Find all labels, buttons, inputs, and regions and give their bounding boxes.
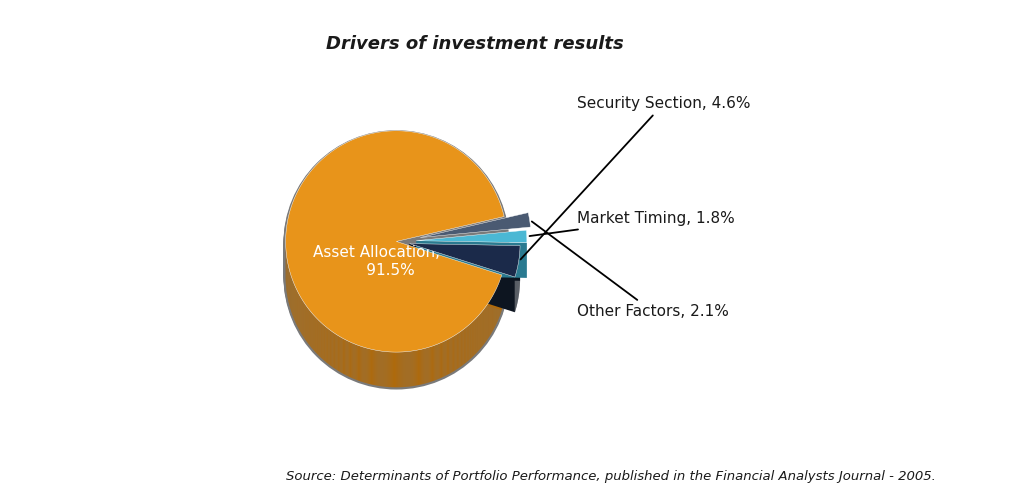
Ellipse shape bbox=[284, 162, 509, 388]
Polygon shape bbox=[396, 241, 502, 310]
Ellipse shape bbox=[284, 143, 509, 369]
Ellipse shape bbox=[284, 138, 509, 364]
Ellipse shape bbox=[284, 152, 509, 378]
Ellipse shape bbox=[284, 164, 509, 389]
Ellipse shape bbox=[284, 132, 509, 358]
Text: Source: Determinants of Portfolio Performance, published in the Financial Analys: Source: Determinants of Portfolio Perfor… bbox=[286, 470, 936, 483]
Ellipse shape bbox=[284, 130, 509, 356]
Ellipse shape bbox=[284, 144, 509, 370]
Polygon shape bbox=[410, 243, 520, 281]
Ellipse shape bbox=[284, 141, 509, 367]
Ellipse shape bbox=[284, 160, 509, 386]
Ellipse shape bbox=[284, 133, 509, 359]
Polygon shape bbox=[416, 240, 527, 278]
Polygon shape bbox=[410, 243, 520, 277]
Polygon shape bbox=[286, 131, 504, 352]
Ellipse shape bbox=[284, 156, 509, 381]
Text: Asset Allocation,
      91.5%: Asset Allocation, 91.5% bbox=[312, 245, 439, 278]
Ellipse shape bbox=[284, 135, 509, 361]
Ellipse shape bbox=[285, 165, 508, 388]
Polygon shape bbox=[410, 243, 515, 312]
Polygon shape bbox=[420, 213, 530, 237]
Text: Other Factors, 2.1%: Other Factors, 2.1% bbox=[531, 221, 729, 319]
Ellipse shape bbox=[284, 151, 509, 377]
Text: Drivers of investment results: Drivers of investment results bbox=[326, 35, 624, 53]
Ellipse shape bbox=[284, 137, 509, 362]
Ellipse shape bbox=[284, 154, 509, 380]
Polygon shape bbox=[416, 230, 527, 242]
Ellipse shape bbox=[284, 157, 509, 383]
Ellipse shape bbox=[284, 159, 509, 385]
Text: Security Section, 4.6%: Security Section, 4.6% bbox=[520, 96, 751, 260]
Ellipse shape bbox=[284, 140, 509, 366]
Ellipse shape bbox=[284, 149, 509, 375]
Text: Market Timing, 1.8%: Market Timing, 1.8% bbox=[529, 211, 735, 236]
Ellipse shape bbox=[284, 148, 509, 374]
Ellipse shape bbox=[284, 146, 509, 372]
